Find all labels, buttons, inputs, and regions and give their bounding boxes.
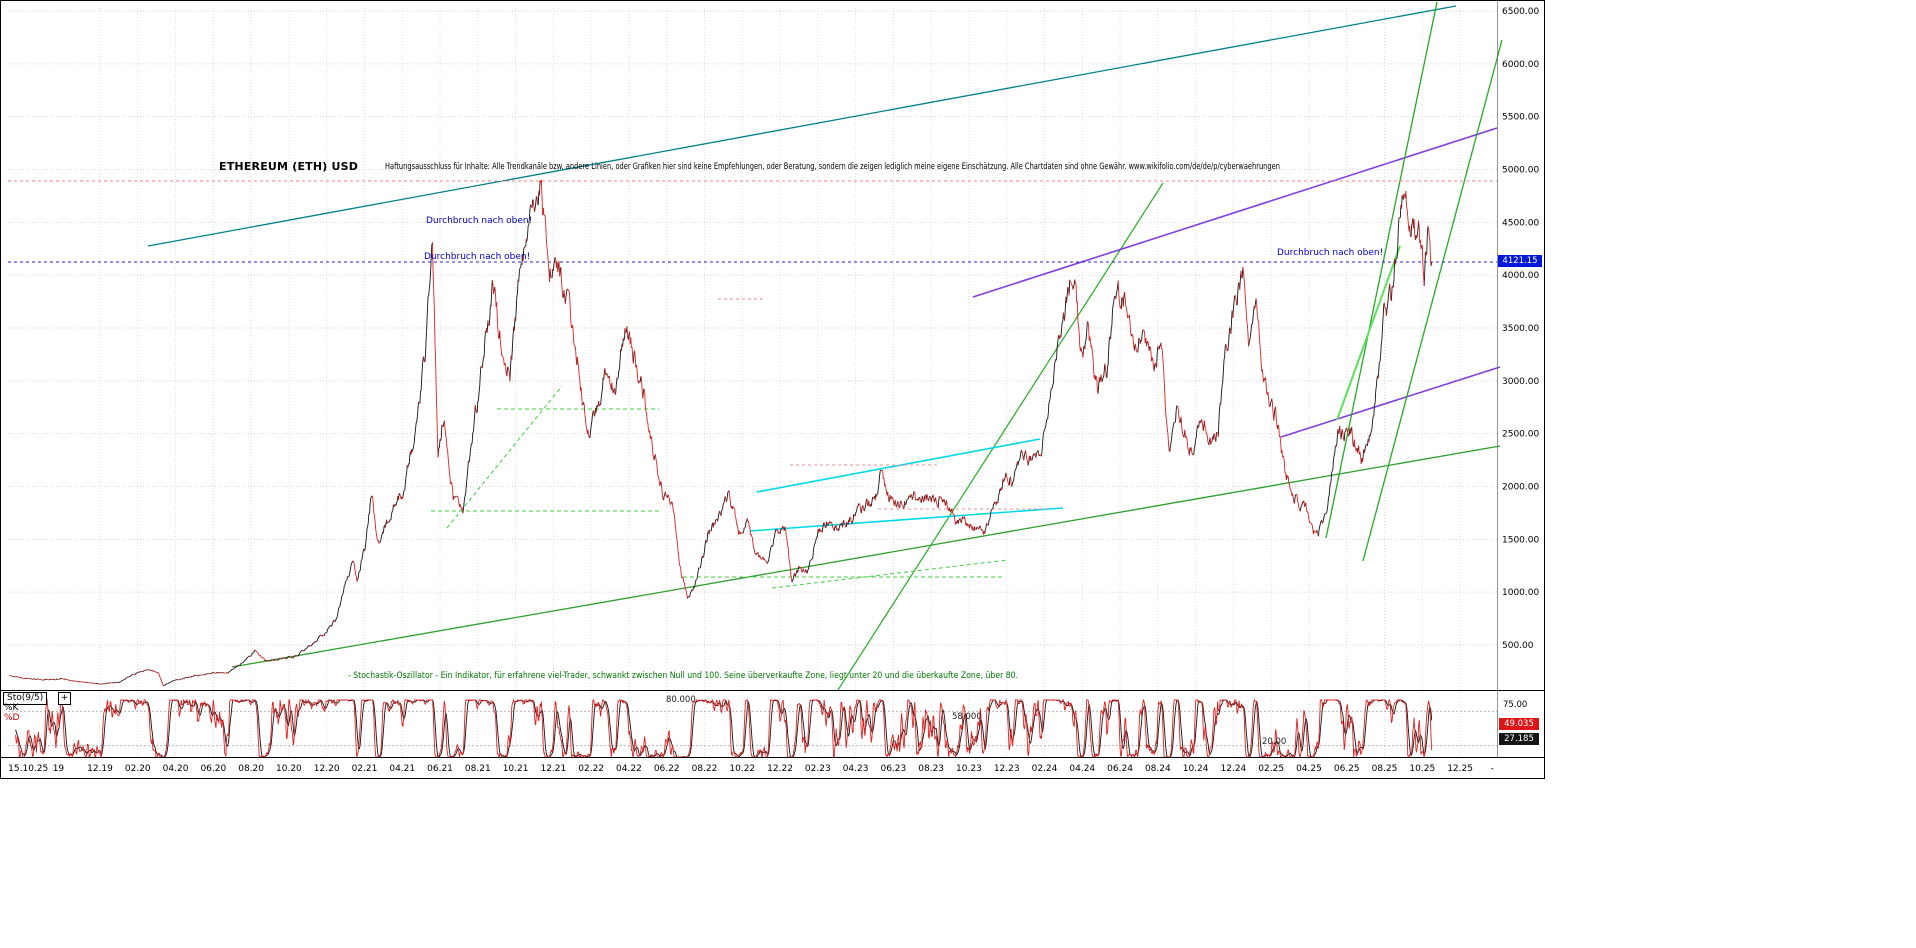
- svg-text:12.25: 12.25: [1447, 764, 1473, 774]
- svg-text:08.23: 08.23: [918, 764, 944, 774]
- svg-text:06.20: 06.20: [200, 764, 226, 774]
- svg-text:500.00: 500.00: [1502, 641, 1534, 651]
- svg-text:12.20: 12.20: [314, 764, 340, 774]
- svg-text:12.24: 12.24: [1221, 764, 1247, 774]
- svg-text:5000.00: 5000.00: [1502, 166, 1539, 176]
- annotation-breakout-3: Durchbruch nach oben!: [1277, 248, 1384, 258]
- svg-text:6500.00: 6500.00: [1502, 7, 1539, 17]
- svg-text:06.23: 06.23: [880, 764, 906, 774]
- svg-text:1000.00: 1000.00: [1502, 588, 1539, 598]
- svg-text:02.20: 02.20: [125, 764, 151, 774]
- svg-text:3000.00: 3000.00: [1502, 377, 1539, 387]
- svg-text:-: -: [1491, 764, 1494, 774]
- svg-text:06.24: 06.24: [1107, 764, 1133, 774]
- svg-text:15.10.25: 15.10.25: [8, 764, 48, 774]
- eth-usd-chart-widget: 6500.00 6000.00 5500.00 5000.00 4500.00 4000.…: [0, 0, 1545, 779]
- svg-text:02.24: 02.24: [1032, 764, 1058, 774]
- svg-text:10.20: 10.20: [276, 764, 302, 774]
- svg-text:10.21: 10.21: [503, 764, 529, 774]
- current-price-badge: 4121.15: [1498, 255, 1542, 267]
- svg-text:04.23: 04.23: [843, 764, 869, 774]
- svg-text:10.22: 10.22: [729, 764, 755, 774]
- stochastic-d-value-badge: 27.185: [1499, 733, 1539, 745]
- svg-text:12.23: 12.23: [994, 764, 1020, 774]
- svg-text:02.23: 02.23: [805, 764, 831, 774]
- svg-text:2000.00: 2000.00: [1502, 483, 1539, 493]
- svg-text:02.25: 02.25: [1258, 764, 1284, 774]
- oscillator-level-20: 20.00: [1262, 737, 1287, 747]
- svg-text:08.22: 08.22: [692, 764, 718, 774]
- annotation-breakout-2: Durchbruch nach oben!: [424, 252, 531, 262]
- percent-k-label: %K: [4, 703, 19, 713]
- svg-text:6000.00: 6000.00: [1502, 60, 1539, 70]
- svg-text:02.22: 02.22: [578, 764, 604, 774]
- svg-text:06.21: 06.21: [427, 764, 453, 774]
- add-indicator-button[interactable]: +: [58, 692, 71, 705]
- svg-text:12.22: 12.22: [767, 764, 793, 774]
- svg-text:04.21: 04.21: [389, 764, 415, 774]
- svg-text:10.24: 10.24: [1183, 764, 1209, 774]
- svg-text:08.20: 08.20: [238, 764, 264, 774]
- oscillator-axis-75: 75.00: [1503, 700, 1528, 710]
- oscillator-level-80: 80.000: [666, 695, 696, 705]
- svg-text:4500.00: 4500.00: [1502, 218, 1539, 228]
- stochastic-indicator-label[interactable]: Sto(9/5): [3, 692, 48, 705]
- svg-text:19: 19: [53, 764, 65, 774]
- svg-text:04.24: 04.24: [1069, 764, 1095, 774]
- svg-text:02.21: 02.21: [352, 764, 378, 774]
- svg-text:06.25: 06.25: [1334, 764, 1360, 774]
- svg-text:1500.00: 1500.00: [1502, 535, 1539, 545]
- svg-text:04.25: 04.25: [1296, 764, 1322, 774]
- chart-title: ETHEREUM (ETH) USD: [219, 160, 359, 173]
- svg-text:04.22: 04.22: [616, 764, 642, 774]
- svg-text:2500.00: 2500.00: [1502, 430, 1539, 440]
- svg-text:4000.00: 4000.00: [1502, 271, 1539, 281]
- price-chart-canvas[interactable]: 6500.00 6000.00 5500.00 5000.00 4500.00 4000.…: [0, 0, 1545, 779]
- svg-text:08.24: 08.24: [1145, 764, 1171, 774]
- percent-d-label: %D: [4, 713, 20, 723]
- svg-text:08.25: 08.25: [1372, 764, 1398, 774]
- svg-text:12.21: 12.21: [540, 764, 566, 774]
- svg-text:10.25: 10.25: [1409, 764, 1435, 774]
- stochastic-description: - Stochastik-Oszillator - Ein Indikator,…: [348, 671, 1019, 681]
- svg-text:12.19: 12.19: [87, 764, 113, 774]
- svg-text:06.22: 06.22: [654, 764, 680, 774]
- stochastic-k-value-badge: 49.035: [1499, 718, 1539, 730]
- svg-text:3500.00: 3500.00: [1502, 324, 1539, 334]
- oscillator-level-58: 58.000: [952, 712, 982, 722]
- svg-text:04.20: 04.20: [163, 764, 189, 774]
- annotation-breakout-1: Durchbruch nach oben!: [426, 216, 533, 226]
- svg-text:08.21: 08.21: [465, 764, 491, 774]
- disclaimer-text: Haftungsausschluss für Inhalte: Alle Tre…: [385, 162, 1280, 172]
- svg-text:5500.00: 5500.00: [1502, 113, 1539, 123]
- svg-text:10.23: 10.23: [956, 764, 982, 774]
